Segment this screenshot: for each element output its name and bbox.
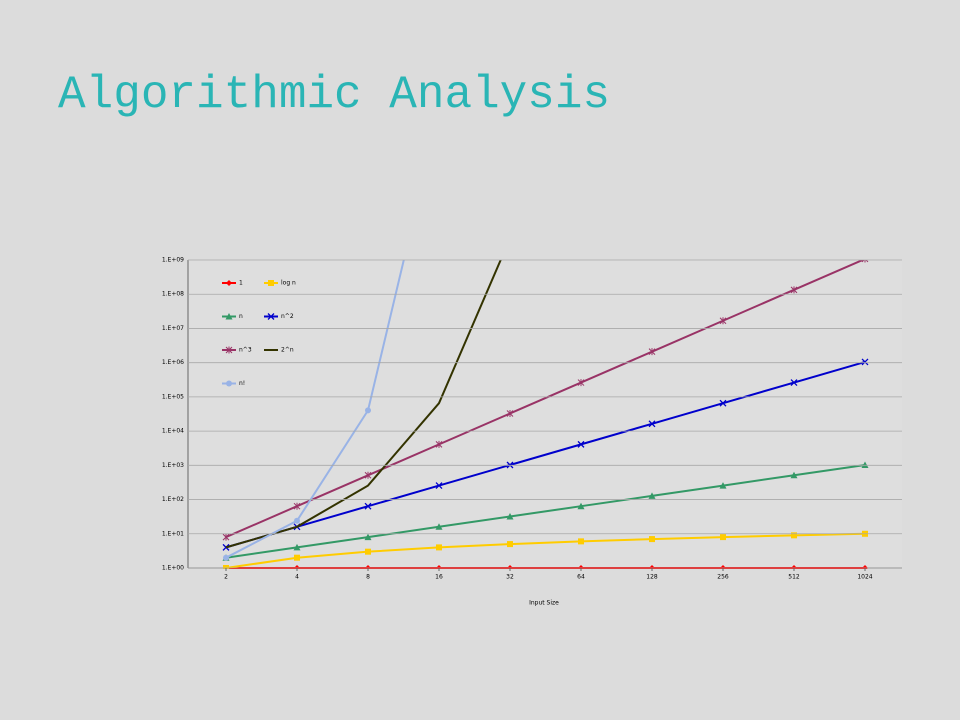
legend-label: log n (281, 280, 296, 287)
marker (435, 482, 443, 490)
marker (861, 358, 869, 366)
x-tick-label: 128 (646, 574, 658, 581)
marker (364, 471, 372, 479)
marker (790, 286, 798, 294)
marker (790, 471, 798, 479)
x-tick-label: 2 (224, 574, 228, 581)
x-tick-label: 16 (435, 574, 443, 581)
y-tick-label: 1.E+04 (162, 428, 184, 435)
marker (294, 517, 300, 524)
x-tick-label: 4 (295, 574, 299, 581)
y-tick-label: 1.E+01 (162, 530, 184, 537)
marker (365, 407, 371, 414)
plot-area (188, 260, 902, 568)
y-tick-label: 1.E+08 (162, 291, 184, 298)
marker (364, 502, 372, 510)
marker (861, 461, 869, 468)
marker (435, 440, 443, 448)
series-line (225, 463, 866, 559)
legend-label: n! (239, 380, 245, 387)
y-tick-label: 1.E+05 (162, 393, 184, 400)
marker (719, 399, 727, 407)
marker (293, 543, 301, 551)
marker (223, 565, 229, 569)
x-tick-label: 8 (366, 574, 370, 581)
marker (577, 502, 585, 510)
legend-marker (225, 346, 233, 354)
marker (364, 533, 372, 541)
x-tick-label: 256 (717, 574, 729, 581)
marker (293, 502, 301, 510)
marker (861, 260, 869, 263)
marker (223, 554, 229, 561)
marker (577, 440, 585, 448)
y-tick-label: 1.E+03 (162, 462, 184, 469)
x-tick-label: 64 (577, 574, 585, 581)
x-tick-label: 32 (506, 574, 514, 581)
x-axis-title: Input Size (529, 600, 559, 607)
marker (577, 379, 585, 387)
marker (790, 379, 798, 387)
marker (506, 512, 514, 520)
marker (507, 541, 513, 548)
slide-title: Algorithmic Analysis (58, 69, 610, 121)
marker (222, 533, 230, 541)
y-tick-label: 1.E+07 (162, 325, 184, 332)
legend-marker (225, 313, 233, 320)
series-line (225, 532, 866, 569)
marker (294, 554, 300, 561)
legend-label: 1 (239, 280, 243, 287)
legend-marker (226, 380, 232, 387)
marker (648, 492, 656, 499)
legend-marker (226, 280, 232, 286)
legend-marker (267, 313, 275, 320)
marker (648, 420, 656, 428)
y-tick-label: 1.E+00 (162, 565, 184, 572)
marker (719, 482, 727, 489)
x-tick-label: 512 (788, 574, 800, 581)
y-tick-label: 1.E+09 (162, 257, 184, 264)
legend-label: n (239, 313, 243, 320)
marker (720, 534, 726, 541)
series-line (225, 260, 866, 539)
marker (648, 348, 656, 356)
marker (649, 536, 655, 543)
legend-label: n^3 (239, 347, 252, 354)
y-tick-label: 1.E+02 (162, 496, 184, 503)
marker (578, 538, 584, 545)
legend-marker (268, 280, 274, 286)
y-tick-label: 1.E+06 (162, 359, 184, 366)
legend-label: n^2 (281, 313, 294, 320)
legend-label: 2^n (281, 347, 294, 354)
marker (506, 409, 514, 417)
series-line (225, 361, 866, 549)
marker (435, 523, 443, 530)
marker (719, 317, 727, 325)
x-tick-label: 1024 (857, 574, 872, 581)
marker (791, 532, 797, 539)
marker (365, 548, 371, 555)
marker (436, 544, 442, 551)
